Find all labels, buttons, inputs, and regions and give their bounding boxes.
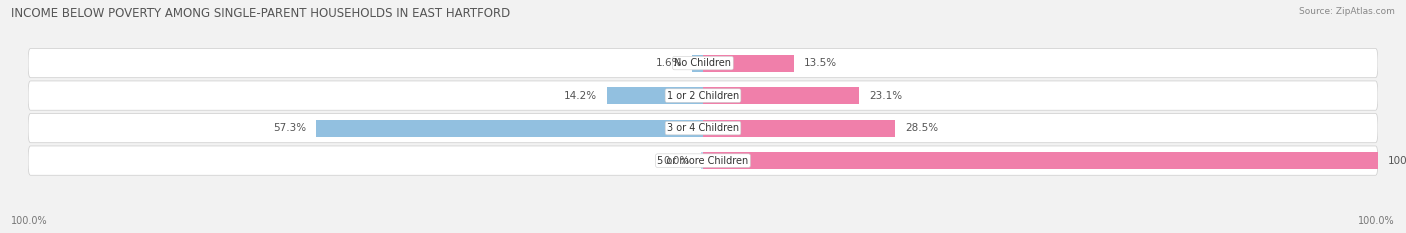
Text: 5 or more Children: 5 or more Children <box>658 156 748 166</box>
Text: 100.0%: 100.0% <box>1388 156 1406 166</box>
Text: INCOME BELOW POVERTY AMONG SINGLE-PARENT HOUSEHOLDS IN EAST HARTFORD: INCOME BELOW POVERTY AMONG SINGLE-PARENT… <box>11 7 510 20</box>
Text: 28.5%: 28.5% <box>905 123 939 133</box>
Bar <box>703 87 859 104</box>
Text: 23.1%: 23.1% <box>869 91 903 101</box>
Text: 1 or 2 Children: 1 or 2 Children <box>666 91 740 101</box>
Bar <box>316 120 703 137</box>
Bar <box>692 55 703 72</box>
Text: 13.5%: 13.5% <box>804 58 838 68</box>
Bar <box>703 55 794 72</box>
Text: No Children: No Children <box>675 58 731 68</box>
Text: 0.0%: 0.0% <box>664 156 689 166</box>
FancyBboxPatch shape <box>28 48 1378 78</box>
Bar <box>607 87 703 104</box>
Text: 100.0%: 100.0% <box>11 216 48 226</box>
Bar <box>703 152 1378 169</box>
Bar <box>703 120 896 137</box>
FancyBboxPatch shape <box>28 146 1378 175</box>
Text: 100.0%: 100.0% <box>1358 216 1395 226</box>
Text: Source: ZipAtlas.com: Source: ZipAtlas.com <box>1299 7 1395 16</box>
Text: 1.6%: 1.6% <box>655 58 682 68</box>
Text: 57.3%: 57.3% <box>273 123 307 133</box>
FancyBboxPatch shape <box>28 113 1378 143</box>
Text: 3 or 4 Children: 3 or 4 Children <box>666 123 740 133</box>
Text: 14.2%: 14.2% <box>564 91 598 101</box>
Legend: Single Father, Single Mother: Single Father, Single Mother <box>606 231 800 233</box>
Bar <box>702 152 703 169</box>
FancyBboxPatch shape <box>28 81 1378 110</box>
